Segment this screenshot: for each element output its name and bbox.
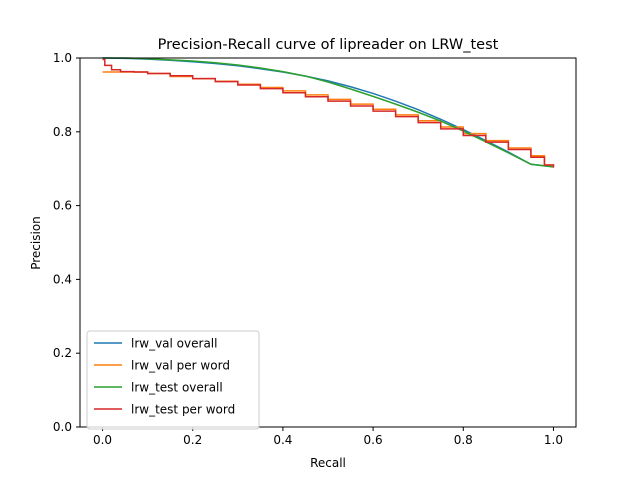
series-line-2 [102, 57, 554, 168]
legend-label: lrw_val overall [131, 337, 217, 351]
legend: lrw_val overall lrw_val per word lrw_test … [86, 330, 260, 430]
y-tick-label: 0.4 [53, 272, 72, 286]
y-axis-label: Precision [29, 216, 43, 270]
x-tick-label: 0.4 [273, 433, 292, 447]
y-tick-label: 0.0 [53, 420, 72, 434]
x-tick-label: 0.0 [93, 433, 112, 447]
legend-box [86, 330, 260, 430]
x-tick-label: 0.6 [364, 433, 383, 447]
y-tick-label: 0.2 [53, 346, 72, 360]
x-tick-label: 0.2 [183, 433, 202, 447]
chart-title: Precision-Recall curve of lipreader on L… [158, 37, 499, 53]
legend-label: lrw_test overall [131, 381, 223, 395]
legend-label: lrw_val per word [131, 359, 230, 373]
series-line-3 [102, 58, 555, 168]
x-tick-label: 1.0 [544, 433, 563, 447]
x-tick-label: 0.8 [454, 433, 473, 447]
plot-frame [79, 57, 577, 428]
y-tick-label: 0.6 [53, 199, 72, 213]
legend-label: lrw_test per word [131, 403, 235, 417]
series-line-1 [102, 71, 555, 167]
series-layer [102, 57, 555, 168]
y-tick-label: 1.0 [53, 51, 72, 65]
y-tick-label: 0.8 [53, 125, 72, 139]
x-axis-label: Recall [310, 456, 346, 470]
ticks-layer: 0.0 0.2 0.4 0.6 0.8 1.0 0.0 0.2 0.4 0.6 0.8 1.0 [53, 51, 563, 447]
